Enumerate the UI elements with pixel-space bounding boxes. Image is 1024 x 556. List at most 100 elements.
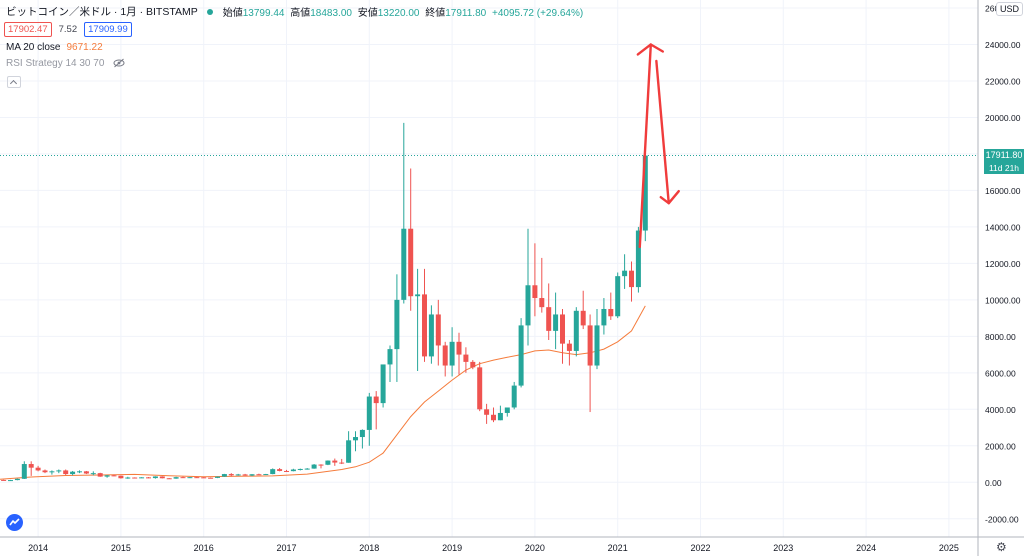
candle	[587, 314, 593, 413]
candle	[573, 307, 579, 357]
candle	[83, 470, 89, 475]
candle	[28, 461, 34, 476]
candle	[284, 469, 289, 472]
open-value: 13799.44	[242, 8, 285, 19]
candle-body	[77, 471, 82, 473]
candle-body	[242, 474, 248, 476]
candle-body	[601, 308, 607, 326]
candle-body	[594, 325, 600, 366]
candle-body	[580, 310, 586, 326]
candle-body	[270, 469, 276, 475]
candle	[132, 477, 138, 479]
candle	[518, 318, 524, 388]
candle-body	[35, 467, 41, 471]
annotation-arrow	[636, 43, 680, 249]
candle	[428, 305, 434, 364]
candle	[77, 470, 82, 474]
candle-body	[118, 475, 124, 479]
candle	[353, 431, 358, 452]
candle	[8, 479, 13, 482]
candle	[380, 364, 386, 408]
year-tick-label: 2014	[28, 543, 48, 553]
price-tick-label: 2000.00	[985, 441, 1016, 451]
candle-body	[201, 477, 207, 479]
rsi-label: RSI Strategy 14 30 70	[6, 58, 105, 69]
candle-body	[560, 314, 565, 344]
year-tick-label: 2025	[939, 543, 959, 553]
candle-body	[366, 396, 372, 430]
candle	[21, 461, 27, 479]
sell-button[interactable]: 17902.47	[4, 22, 52, 37]
candle-body	[539, 298, 545, 308]
price-tick-label: 10000.00	[985, 295, 1021, 305]
candle-body	[511, 385, 517, 408]
price-tick-label: 8000.00	[985, 332, 1016, 342]
collapse-legend-button[interactable]	[7, 76, 21, 88]
price-tick-label: 22000.00	[985, 76, 1021, 86]
candle-body	[159, 476, 165, 479]
candle	[118, 475, 124, 479]
candle-body	[635, 230, 641, 288]
candle-body	[532, 285, 538, 299]
candle	[608, 292, 614, 320]
candle-body	[477, 367, 483, 410]
candle	[449, 327, 455, 377]
candle	[546, 283, 552, 340]
candle-body	[325, 460, 331, 465]
close-label: 終値	[425, 8, 446, 19]
candle-body	[146, 477, 151, 479]
candle-body	[70, 471, 76, 475]
candle	[249, 474, 255, 477]
buy-button[interactable]: 17909.99	[84, 22, 132, 37]
candle-body	[304, 468, 310, 470]
candle-body	[8, 480, 13, 482]
candle-body	[208, 477, 214, 479]
candle	[208, 477, 214, 479]
year-tick-label: 2022	[690, 543, 710, 553]
tradingview-logo-icon[interactable]	[6, 514, 23, 531]
candle-body	[553, 314, 559, 331]
price-tick-label: 16000.00	[985, 186, 1021, 196]
candle	[111, 474, 117, 477]
ohlc-values: 始値13799.44 高値18483.00 安値13220.00 終値17911…	[223, 4, 586, 19]
gear-icon[interactable]: ⚙	[996, 540, 1007, 554]
candle	[387, 345, 393, 382]
candle-body	[49, 471, 55, 473]
candle	[297, 468, 303, 471]
candle-body	[442, 345, 448, 366]
candle	[49, 470, 55, 475]
currency-label[interactable]: USD	[996, 2, 1024, 16]
candle	[484, 403, 490, 424]
candle-body	[387, 349, 393, 365]
candle	[97, 472, 103, 477]
candle	[615, 272, 621, 319]
candle-body	[428, 314, 434, 357]
ma20-line	[0, 305, 646, 480]
candle-body	[629, 270, 634, 288]
candle-body	[484, 409, 490, 415]
year-tick-label: 2017	[276, 543, 296, 553]
candle	[290, 468, 296, 472]
candle	[511, 381, 517, 410]
rsi-indicator-legend[interactable]: RSI Strategy 14 30 70	[6, 58, 125, 71]
candle-body	[456, 341, 462, 355]
candle-body	[56, 470, 62, 472]
candle	[463, 347, 469, 373]
candle	[532, 243, 538, 317]
hidden-eye-icon[interactable]	[113, 58, 125, 71]
candle-body	[346, 440, 352, 463]
candle-body	[615, 276, 621, 317]
candle	[622, 254, 628, 289]
candle-body	[642, 155, 648, 231]
candle-body	[373, 396, 379, 404]
symbol-name: ビットコイン／米ドル · 1月 · BITSTAMP	[6, 6, 198, 18]
ma-indicator-legend[interactable]: MA 20 close 9671.22	[6, 42, 103, 53]
candle-body	[42, 470, 48, 473]
low-label: 安値	[357, 8, 378, 19]
candle-body	[97, 473, 103, 477]
candle-body	[249, 474, 255, 476]
candle	[442, 341, 448, 377]
year-tick-label: 2019	[442, 543, 462, 553]
